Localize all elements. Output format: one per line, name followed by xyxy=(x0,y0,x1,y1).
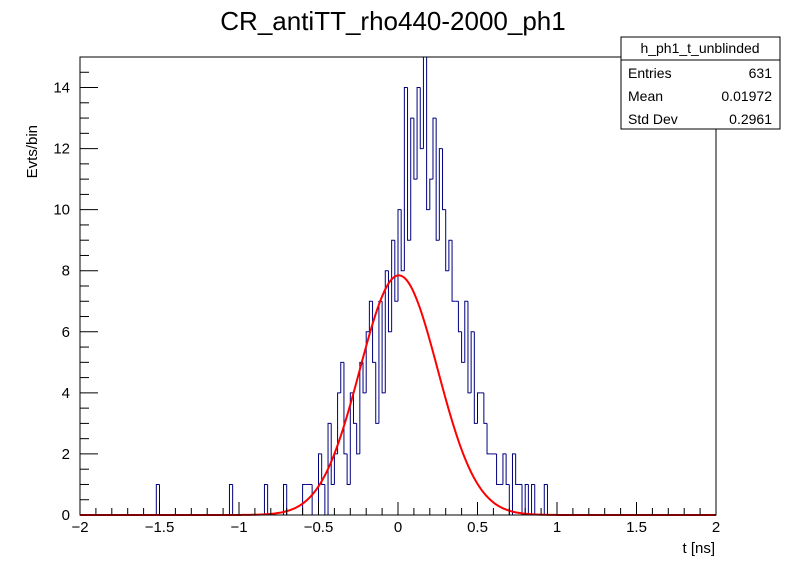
stats-stddev-label: Std Dev xyxy=(628,111,678,127)
stats-box: h_ph1_t_unblinded Entries 631 Mean 0.019… xyxy=(620,36,781,130)
histogram-bin xyxy=(410,117,414,241)
stats-box-name: h_ph1_t_unblinded xyxy=(640,40,759,56)
x-tick-label: 2 xyxy=(712,519,720,536)
x-tick-label: 1 xyxy=(553,519,561,536)
y-tick-label: 10 xyxy=(53,202,70,219)
x-axis-label: t [ns] xyxy=(682,540,715,557)
y-tick-label: 0 xyxy=(62,507,70,524)
histogram-bin xyxy=(346,453,351,485)
histogram-bin xyxy=(397,209,402,302)
histogram-bin xyxy=(515,453,519,485)
histogram-bin xyxy=(400,209,405,272)
histogram-bin xyxy=(391,239,395,332)
histogram-bin xyxy=(419,87,424,150)
histogram-bin xyxy=(362,362,367,394)
y-tick-label: 4 xyxy=(62,385,70,402)
stats-box-frame xyxy=(620,36,781,130)
histogram-bin xyxy=(457,301,462,333)
histogram-bin xyxy=(375,362,379,424)
histogram-bin xyxy=(451,240,456,302)
y-tick-label: 8 xyxy=(62,263,70,280)
histogram-bin xyxy=(483,392,488,424)
histogram-bin xyxy=(327,422,332,515)
histogram-bin xyxy=(429,178,433,210)
x-tick-label: −0.5 xyxy=(304,519,334,536)
stats-stddev-value: 0.2961 xyxy=(729,111,772,127)
histogram-bin xyxy=(263,483,268,515)
histogram-bin xyxy=(432,117,437,180)
histogram-bin xyxy=(368,300,373,332)
histogram-bin xyxy=(438,148,443,241)
histogram-bin xyxy=(445,209,449,272)
histogram-bin xyxy=(426,57,430,211)
histogram-bin xyxy=(502,453,507,485)
histogram-bin xyxy=(330,423,335,485)
histogram-bin xyxy=(473,331,478,424)
histogram-bin xyxy=(470,331,475,393)
x-tick-label: −1 xyxy=(230,519,247,536)
histogram-bin xyxy=(461,331,465,363)
y-axis-label: Evts/bin xyxy=(24,125,41,178)
histogram-bin xyxy=(349,392,354,485)
histogram-bin xyxy=(340,361,344,393)
histogram-bin xyxy=(486,423,491,455)
x-tick-label: 1.5 xyxy=(626,519,647,536)
histogram-bin xyxy=(416,87,421,180)
histogram-bin xyxy=(543,483,548,515)
x-tick-label: 0.5 xyxy=(467,519,488,536)
chart-title: CR_antiTT_rho440-2000_ph1 xyxy=(220,6,565,36)
histogram-bin xyxy=(394,240,398,302)
stats-entries-label: Entries xyxy=(628,65,672,81)
histogram-bin xyxy=(155,483,160,515)
histogram-bin xyxy=(464,300,468,363)
histogram-bin xyxy=(365,331,370,393)
x-tick-label: −1.5 xyxy=(145,519,175,536)
histogram-bin xyxy=(384,270,389,393)
histogram-bin xyxy=(448,239,453,271)
histogram-bin xyxy=(505,453,510,485)
histogram-bin xyxy=(511,453,516,515)
y-tick-label: 12 xyxy=(53,141,70,158)
histogram-bin xyxy=(435,118,440,241)
y-tick-label: 6 xyxy=(62,324,70,341)
histogram-bin xyxy=(413,118,418,180)
ticks-layer: −2 −1.5 −1 −0.5 0 0.5 1 1.5 2 0 2 4 6 8 10 12 14 xyxy=(53,56,720,536)
histogram-bin xyxy=(407,87,411,241)
stats-mean-label: Mean xyxy=(628,88,663,104)
histogram-bin xyxy=(442,148,446,211)
histogram-bin xyxy=(531,483,535,515)
histogram-bin xyxy=(283,483,287,515)
x-tick-label: 0 xyxy=(394,519,402,536)
x-tick-label: −2 xyxy=(71,519,88,536)
histogram-bin xyxy=(337,392,341,454)
histogram-bin xyxy=(321,453,325,485)
histogram-bin xyxy=(387,270,392,333)
y-tick-label: 2 xyxy=(62,446,70,463)
histogram-bin xyxy=(496,453,500,485)
histogram-bin xyxy=(356,423,360,455)
y-tick-label: 14 xyxy=(53,80,70,97)
stats-entries-value: 631 xyxy=(749,65,773,81)
histogram-bin xyxy=(318,453,322,515)
histogram-bin xyxy=(343,362,348,455)
histogram-bin xyxy=(403,87,408,271)
histogram-bin xyxy=(381,301,386,394)
histogram-bin xyxy=(477,392,481,424)
stats-mean-value: 0.01972 xyxy=(721,88,772,104)
histogram-bin xyxy=(352,392,357,424)
histogram-bin xyxy=(467,301,472,394)
histogram-bin xyxy=(228,483,233,515)
histogram-bin xyxy=(524,483,529,515)
